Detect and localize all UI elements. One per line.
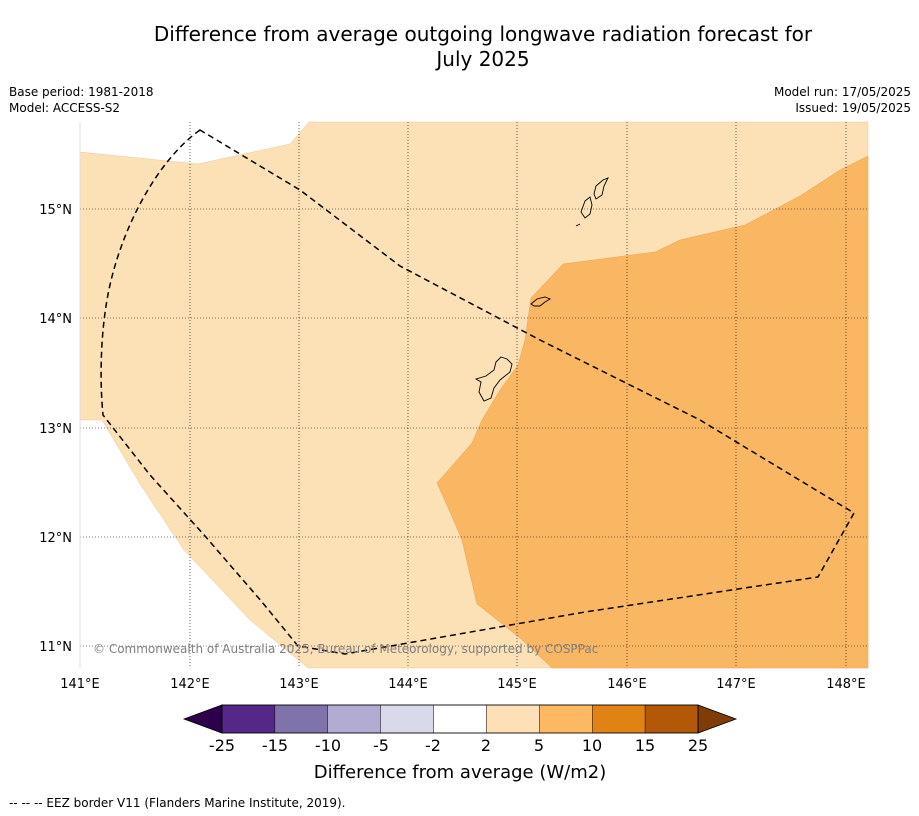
model-name: Model: ACCESS-S2 [9, 101, 121, 115]
island-aguijan-icon [575, 223, 581, 227]
title-line-1: Difference from average outgoing longwav… [153, 22, 813, 46]
colorbar: -25 -15 -10 -5 -2 2 5 10 15 25 Differenc… [182, 704, 738, 783]
lat-tick-11: 11°N [39, 640, 72, 655]
cb-tick-6: 5 [534, 736, 544, 755]
colorbar-box [644, 704, 699, 734]
lat-tick-12: 12°N [39, 531, 72, 546]
colorbar-extend-min [182, 704, 223, 734]
colorbar-frame [221, 704, 699, 734]
graticule [80, 122, 868, 668]
meta-right: Model run: 17/05/2025 Issued: 19/05/2025 [774, 84, 911, 116]
lon-tick-142: 142°E [170, 677, 210, 692]
anomaly-band-5-10 [436, 155, 869, 669]
colorbar-label: Difference from average (W/m2) [314, 762, 606, 783]
lon-tick-146: 146°E [607, 677, 647, 692]
island-saipan-icon [593, 177, 609, 200]
island-tinian-icon [580, 196, 593, 219]
base-period: Base period: 1981-2018 [9, 85, 154, 99]
lon-tick-145: 145°E [497, 677, 537, 692]
cb-tick-8: 15 [635, 736, 655, 755]
cb-tick-2: -10 [315, 736, 341, 755]
model-run: Model run: 17/05/2025 [773, 85, 911, 99]
lon-tick-148: 148°E [826, 677, 866, 692]
colorbar-box [221, 704, 276, 734]
colorbar-box [486, 704, 540, 734]
cb-tick-9: 25 [688, 736, 708, 755]
colorbar-box [380, 704, 434, 734]
island-rota-icon [530, 296, 552, 307]
cb-tick-4: -2 [425, 736, 441, 755]
issued-date: Issued: 19/05/2025 [795, 101, 911, 115]
lat-tick-14: 14°N [39, 312, 72, 327]
cb-tick-3: -5 [373, 736, 389, 755]
lat-tick-13: 13°N [39, 422, 72, 437]
lon-tick-141: 141°E [60, 677, 100, 692]
lon-tick-147: 147°E [716, 677, 756, 692]
colorbar-box [274, 704, 328, 734]
meta-left: Base period: 1981-2018 Model: ACCESS-S2 [9, 84, 154, 116]
lat-axis: 15°N 14°N 13°N 12°N 11°N [39, 203, 72, 655]
colorbar-box [539, 704, 593, 734]
map-copyright: © Commonwealth of Australia 2025, Bureau… [93, 642, 598, 656]
footnote-eez-source: -- -- -- EEZ border V11 (Flanders Marine… [9, 796, 346, 810]
cb-tick-7: 10 [582, 736, 602, 755]
colorbar-box [592, 704, 646, 734]
lon-axis: 141°E 142°E 143°E 144°E 145°E 146°E 147°… [60, 677, 866, 692]
island-guam-icon [474, 356, 513, 402]
cb-tick-5: 2 [481, 736, 491, 755]
cb-tick-1: -15 [262, 736, 288, 755]
colorbar-box [327, 704, 381, 734]
colorbar-box [433, 704, 487, 734]
cb-tick-0: -25 [209, 736, 235, 755]
lon-tick-144: 144°E [388, 677, 428, 692]
colorbar-extend-max [697, 704, 738, 734]
title-line-2: July 2025 [436, 47, 530, 71]
lat-tick-15: 15°N [39, 203, 72, 218]
colorbar-ticks: -25 -15 -10 -5 -2 2 5 10 15 25 [209, 736, 708, 755]
lon-tick-143: 143°E [279, 677, 319, 692]
coastlines [474, 177, 609, 402]
chart-title: Difference from average outgoing longwav… [0, 22, 919, 72]
